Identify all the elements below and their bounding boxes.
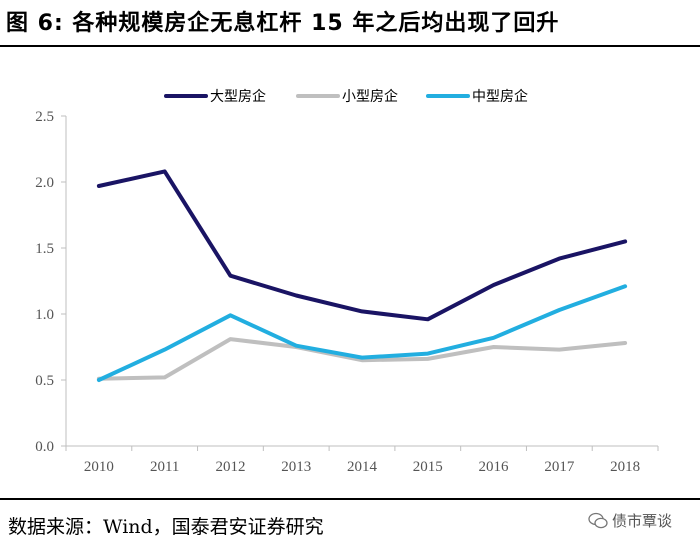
x-tick-label: 2016 — [479, 459, 510, 475]
watermark-text: 债市覃谈 — [612, 512, 673, 530]
y-tick-label: 0.0 — [35, 439, 54, 455]
series-line-0 — [96, 169, 628, 322]
x-tick-label: 2011 — [150, 459, 179, 475]
legend-label: 中型房企 — [472, 88, 528, 105]
x-tick-label: 2017 — [544, 459, 575, 475]
bottom-rule — [0, 498, 700, 500]
x-tick-label: 2012 — [215, 459, 245, 475]
wechat-icon — [588, 512, 608, 528]
source-note: 数据来源：Wind，国泰君安证券研究 — [8, 516, 324, 538]
y-tick-label: 1.5 — [35, 241, 54, 257]
legend-label: 小型房企 — [342, 88, 398, 105]
line-chart: 0.00.51.01.52.02.5 2010 2011 2012 2013 2014 2… — [35, 88, 659, 475]
x-tick-label: 2018 — [610, 459, 640, 475]
x-tick-label: 2013 — [281, 459, 311, 475]
chart-title: 图 6: 各种规模房企无息杠杆 15 年之后均出现了回升 — [6, 11, 560, 36]
watermark: 债市覃谈 — [588, 510, 672, 531]
x-tick-label: 2015 — [413, 459, 443, 475]
y-tick-label: 1.0 — [35, 307, 54, 323]
series-line-2 — [96, 284, 628, 382]
series-lines — [96, 169, 628, 382]
legend: 大型房企 小型房企 中型房企 — [164, 88, 528, 105]
series-line-1 — [96, 337, 628, 381]
y-tick-label: 0.5 — [35, 373, 54, 389]
legend-label: 大型房企 — [210, 88, 266, 105]
top-rule — [0, 45, 700, 47]
x-axis: 2010 2011 2012 2013 2014 2015 2016 2017 2018 — [65, 445, 659, 475]
x-tick-label: 2010 — [84, 459, 114, 475]
y-tick-label: 2.5 — [35, 109, 54, 125]
y-tick-label: 2.0 — [35, 175, 54, 191]
y-axis: 0.0 0.5 1.0 1.5 2.0 2.5 — [35, 109, 67, 455]
x-tick-label: 2014 — [347, 459, 378, 475]
